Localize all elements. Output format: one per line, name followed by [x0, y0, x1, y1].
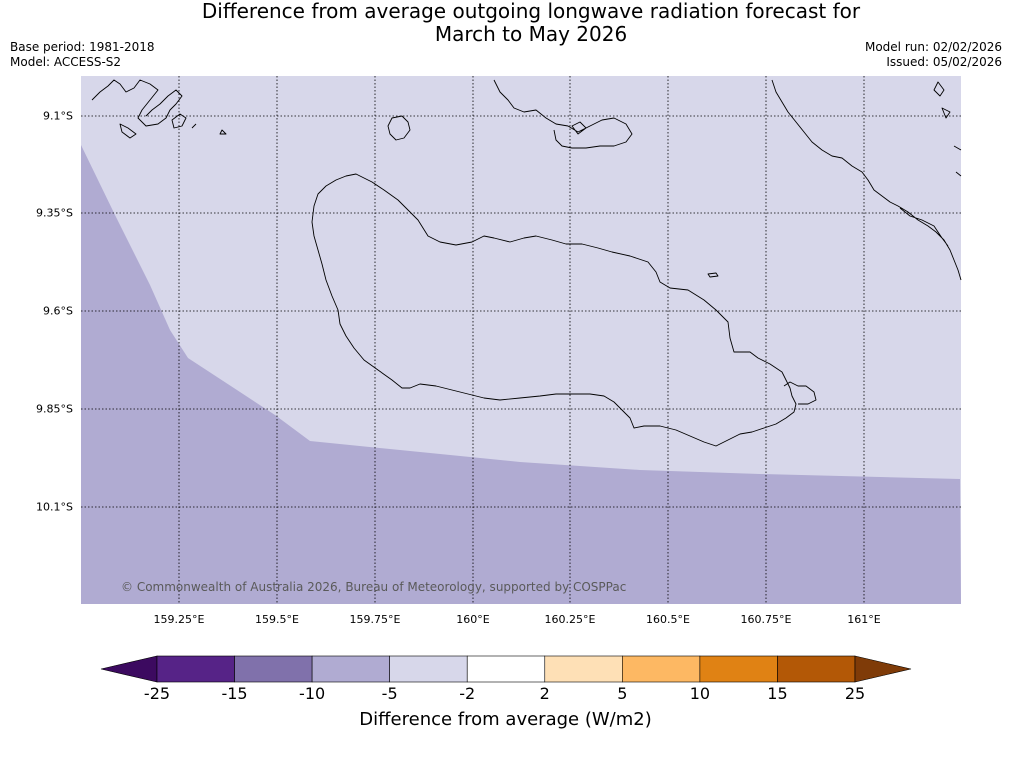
- coastline-northwest: [91, 79, 227, 139]
- lon-label-5: 160.5°E: [646, 613, 690, 626]
- copyright-notice: © Commonwealth of Australia 2026, Bureau…: [121, 580, 627, 594]
- lon-label-1: 159.5°E: [255, 613, 299, 626]
- chart-title: Difference from average outgoing longwav…: [0, 0, 1011, 46]
- issued-date: Issued: 05/02/2026: [886, 55, 1002, 69]
- colorbar-tick-label: -10: [299, 684, 326, 703]
- meta-left: Base period: 1981-2018 Model: ACCESS-S2: [10, 40, 155, 70]
- title-line-1: Difference from average outgoing longwav…: [201, 0, 861, 23]
- colorbar-tick-label: -15: [221, 684, 248, 703]
- lon-label-4: 160.25°E: [544, 613, 596, 626]
- colorbar-tick-label: 5: [617, 684, 628, 703]
- lon-label-6: 160.75°E: [740, 613, 792, 626]
- colorbar-segment: [234, 655, 313, 683]
- forecast-map: [81, 76, 962, 604]
- meta-right: Model run: 02/02/2026 Issued: 05/02/2026: [865, 40, 1002, 70]
- colorbar-segments: [100, 655, 912, 683]
- model-run: Model run: 02/02/2026: [864, 40, 1002, 54]
- colorbar-tick-label: 25: [844, 684, 866, 703]
- lon-label-7: 161°E: [847, 613, 881, 626]
- lat-label-1: 9.35°S: [36, 206, 73, 220]
- colorbar-tick-label: 2: [539, 684, 550, 703]
- lat-label-0: 9.1°S: [43, 109, 73, 123]
- colorbar-segment: [777, 655, 856, 683]
- coastline-islet: [707, 272, 719, 278]
- coastline-small-island: [387, 115, 411, 141]
- title-line-2: March to May 2026: [434, 22, 628, 46]
- colorbar-segment: [389, 655, 468, 683]
- colorbar-tick-label: -5: [381, 684, 398, 703]
- colorbar-extend-high: [854, 655, 912, 683]
- lon-label-3: 160°E: [456, 613, 490, 626]
- coastline-florida-islands: [493, 79, 633, 149]
- colorbar-segment: [466, 655, 546, 683]
- lon-label-0: 159.25°E: [153, 613, 205, 626]
- gridlines: [81, 76, 961, 604]
- colorbar-extend-low: [100, 655, 158, 683]
- colorbar-segment: [311, 655, 390, 683]
- colorbar-segment: [156, 655, 235, 683]
- colorbar-tick-label: 10: [689, 684, 711, 703]
- coastline-malaita: [771, 79, 962, 281]
- coastline-guadalcanal: [311, 173, 797, 447]
- colorbar-segment: [544, 655, 623, 683]
- lat-label-2: 9.6°S: [43, 304, 73, 318]
- base-period: Base period: 1981-2018: [10, 40, 155, 54]
- colorbar-segment: [699, 655, 778, 683]
- model-name: Model: ACCESS-S2: [10, 55, 122, 69]
- colorbar: [100, 655, 912, 683]
- colorbar-segment: [622, 655, 701, 683]
- colorbar-tick-label: -2: [459, 684, 476, 703]
- coastlines: [91, 79, 962, 447]
- map-dark-zone: [81, 145, 961, 604]
- coastline-marau: [783, 381, 817, 405]
- lat-label-4: 10.1°S: [36, 500, 73, 514]
- lat-label-3: 9.85°S: [36, 402, 73, 416]
- colorbar-label: Difference from average (W/m2): [359, 709, 652, 730]
- colorbar-tick-label: -25: [143, 684, 171, 703]
- colorbar-tick-label: 15: [767, 684, 788, 703]
- lon-label-2: 159.75°E: [349, 613, 401, 626]
